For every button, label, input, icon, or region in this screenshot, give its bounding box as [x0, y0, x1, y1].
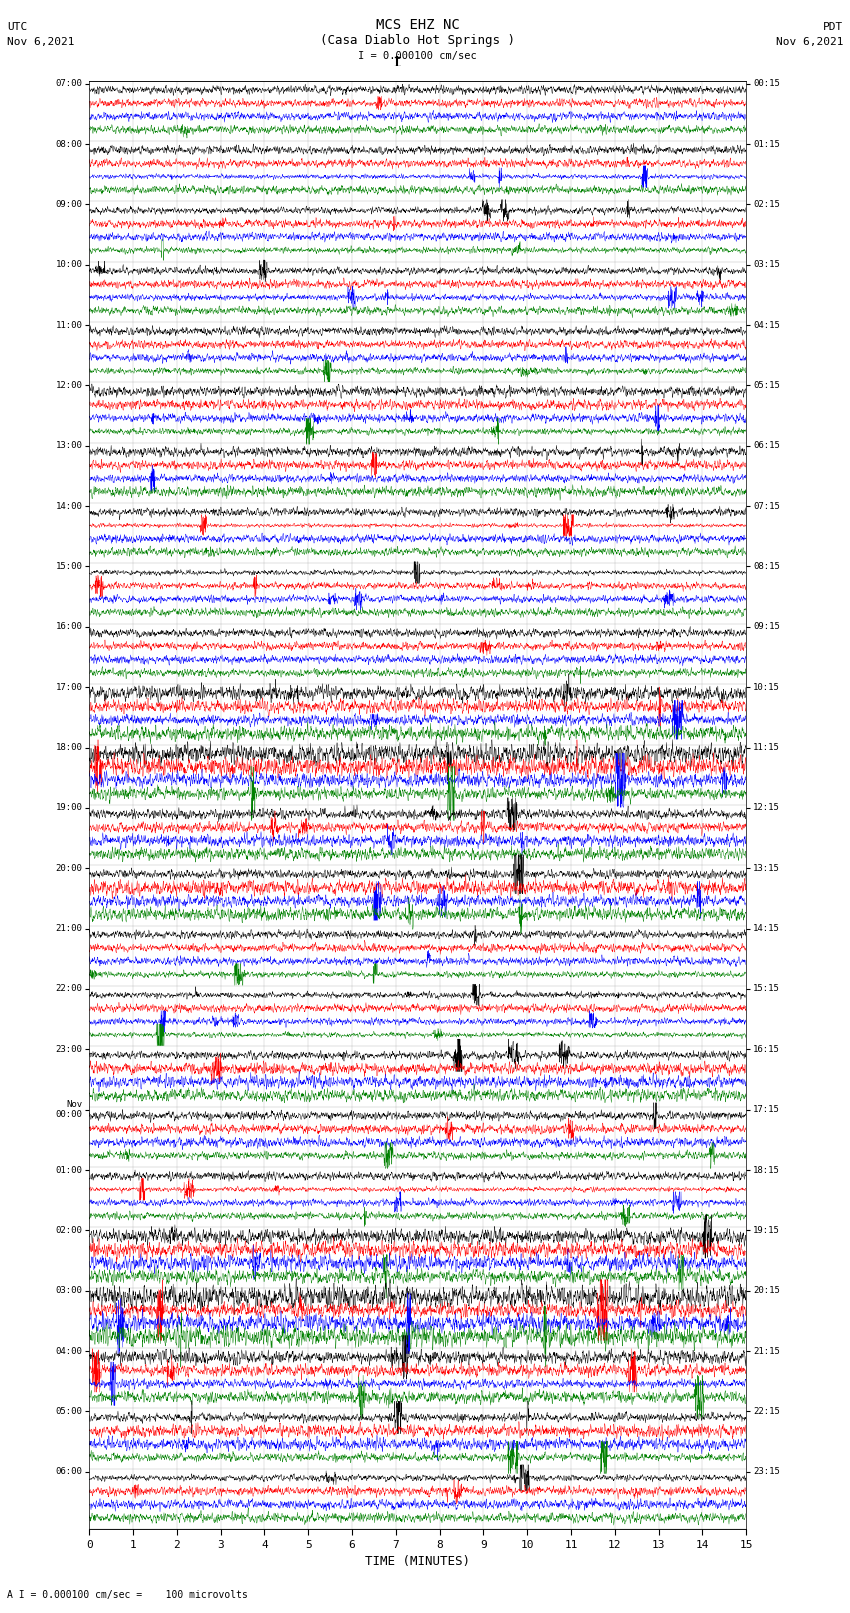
Text: I = 0.000100 cm/sec: I = 0.000100 cm/sec: [359, 52, 477, 61]
Text: A I = 0.000100 cm/sec =    100 microvolts: A I = 0.000100 cm/sec = 100 microvolts: [7, 1590, 247, 1600]
Text: UTC: UTC: [7, 23, 27, 32]
Text: MCS EHZ NC: MCS EHZ NC: [376, 18, 460, 32]
Text: Nov 6,2021: Nov 6,2021: [7, 37, 74, 47]
X-axis label: TIME (MINUTES): TIME (MINUTES): [366, 1555, 470, 1568]
Text: PDT: PDT: [823, 23, 843, 32]
Text: (Casa Diablo Hot Springs ): (Casa Diablo Hot Springs ): [320, 34, 515, 47]
Text: Nov 6,2021: Nov 6,2021: [776, 37, 843, 47]
